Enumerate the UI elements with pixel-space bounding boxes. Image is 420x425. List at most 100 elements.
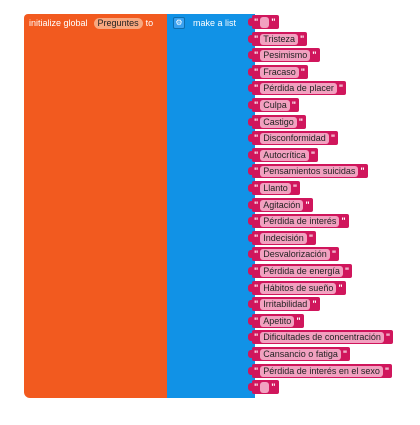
close-quote: " [338,283,343,293]
make-a-list-header: ⚙ make a list [173,16,236,30]
gear-icon[interactable]: ⚙ [173,17,185,29]
text-string-field[interactable]: Hábitos de sueño [260,282,337,294]
text-string-field[interactable] [260,381,270,393]
close-quote: " [271,17,276,27]
initialize-global-header: initialize global Preguntes to [29,16,153,30]
text-string-field[interactable]: Desvalorización [260,248,330,260]
open-quote: " [254,17,259,27]
list-socket-tab [243,118,251,127]
close-quote: " [271,382,276,392]
open-quote: " [254,283,259,293]
text-string-field[interactable]: Cansancio o fatiga [260,348,341,360]
text-string-block[interactable]: " Pérdida de energía " [247,264,353,278]
list-socket-tab [243,383,251,392]
close-quote: " [305,200,310,210]
close-quote: " [338,83,344,93]
open-quote: " [254,83,259,93]
open-quote: " [254,332,259,342]
close-quote: " [384,366,390,376]
text-string-field[interactable]: Pérdida de interés en el sexo [260,365,383,377]
text-string-field[interactable]: Culpa [260,99,290,111]
initialize-global-block[interactable]: initialize global Preguntes to [24,14,167,398]
text-string-block[interactable]: " Pesimismo " [248,48,320,62]
open-quote: " [254,166,259,176]
text-string-field[interactable]: Autocrítica [260,149,309,161]
open-quote: " [254,316,259,326]
list-socket-tab [243,84,251,93]
text-string-field[interactable]: Irritabilidad [260,298,311,310]
text-string-field[interactable]: Llanto [260,182,291,194]
open-quote: " [254,382,259,392]
text-string-block[interactable]: " Hábitos de sueño " [248,281,346,295]
open-quote: " [254,100,259,110]
text-string-field[interactable]: Indecisión [260,232,307,244]
text-string-block[interactable]: " Pensamientos suicidas " [248,164,368,178]
open-quote: " [254,183,259,193]
text-string-field[interactable]: Tristeza [260,33,298,45]
close-quote: " [291,100,297,110]
text-string-block[interactable]: " Agitación " [248,198,313,212]
list-socket-tab [243,151,251,160]
open-quote: " [254,299,259,309]
text-string-block[interactable]: " Fracaso " [247,65,309,79]
text-string-block[interactable]: " " [248,15,279,29]
text-string-field[interactable]: Fracaso [260,66,299,78]
text-string-block[interactable]: " Castigo " [247,115,307,129]
text-string-field[interactable]: Dificultades de concentración [260,331,384,343]
text-string-field[interactable]: Pesimismo [260,49,311,61]
text-string-block[interactable]: " Indecisión " [247,231,317,245]
list-socket-tab [243,300,251,309]
text-string-block[interactable]: " Desvalorización " [247,247,340,261]
close-quote: " [341,216,346,226]
text-string-block[interactable]: " Apetito " [248,314,304,328]
close-quote: " [360,166,365,176]
text-string-field[interactable]: Pensamientos suicidas [260,165,359,177]
text-string-block[interactable]: " Pérdida de interés " [248,214,349,228]
close-quote: " [296,316,301,326]
close-quote: " [310,150,316,160]
text-string-field[interactable]: Pérdida de energía [260,265,343,277]
close-quote: " [300,67,306,77]
close-quote: " [312,50,317,60]
list-socket-tab [243,284,251,293]
text-string-field[interactable]: Agitación [260,199,304,211]
text-string-field[interactable]: Pérdida de interés [260,215,340,227]
open-quote: " [254,349,259,359]
text-string-field[interactable]: Apetito [260,315,295,327]
text-string-block[interactable]: " Autocrítica " [247,148,319,162]
open-quote: " [254,233,259,243]
list-socket-tab [243,51,251,60]
text-string-field[interactable]: Disconformidad [260,132,329,144]
list-socket-tab [243,167,251,176]
text-string-field[interactable]: Pérdida de placer [260,82,337,94]
text-string-block[interactable]: " Cansancio o fatiga " [247,347,351,361]
make-a-list-block[interactable]: ⚙ make a list [167,14,245,398]
text-string-block[interactable]: " Tristeza " [247,32,308,46]
list-socket-tab [243,35,251,44]
close-quote: " [385,332,391,342]
list-socket-tab [243,101,251,110]
open-quote: " [254,67,259,77]
close-quote: " [298,117,304,127]
text-string-block[interactable]: " Pérdida de interés en el sexo " [247,364,393,378]
close-quote: " [342,349,348,359]
text-string-block[interactable]: " Irritabilidad " [248,297,320,311]
text-string-field[interactable] [260,16,270,28]
open-quote: " [254,117,259,127]
variable-name-field[interactable]: Preguntes [93,17,143,29]
close-quote: " [299,34,305,44]
text-string-block[interactable]: " Dificultades de concentración " [247,330,394,344]
close-quote: " [292,183,298,193]
text-string-block[interactable]: " " [248,380,279,394]
close-quote: " [331,249,337,259]
list-socket-tab [243,250,251,259]
text-string-block[interactable]: " Pérdida de placer " [247,81,347,95]
open-quote: " [254,216,259,226]
list-socket-tab [243,350,251,359]
text-string-field[interactable]: Castigo [260,116,297,128]
text-string-block[interactable]: " Culpa " [247,98,300,112]
open-quote: " [254,150,259,160]
list-socket-tab [243,134,251,143]
text-string-block[interactable]: " Disconformidad " [247,131,339,145]
text-string-block[interactable]: " Llanto " [247,181,301,195]
